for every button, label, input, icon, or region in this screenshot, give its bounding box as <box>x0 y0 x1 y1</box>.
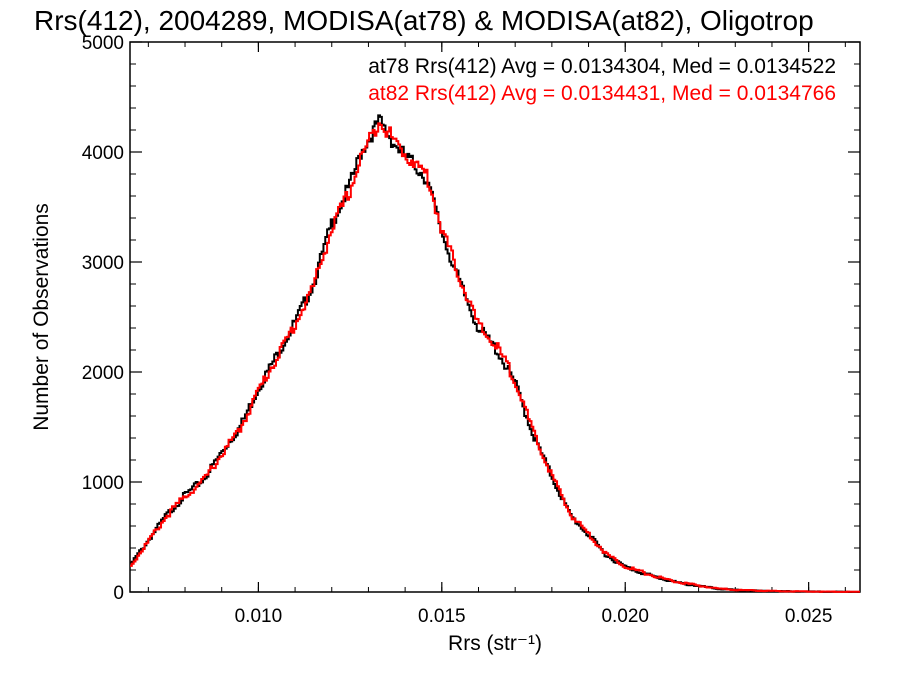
x-tick-label: 0.025 <box>785 606 833 627</box>
y-tick-label: 0 <box>113 583 124 604</box>
y-tick-label: 4000 <box>82 143 124 164</box>
y-axis: 0 1000 2000 3000 4000 5000 <box>82 33 860 604</box>
plot-border <box>129 41 861 593</box>
y-tick-label: 1000 <box>82 473 124 494</box>
annotation-at82: at82 Rrs(412) Avg = 0.0134431, Med = 0.0… <box>368 82 836 105</box>
plot-frame <box>129 41 861 593</box>
x-tick-label: 0.010 <box>235 606 283 627</box>
y-tick-label: 3000 <box>82 253 124 274</box>
x-tick-label: 0.020 <box>601 606 649 627</box>
y-tick-label: 2000 <box>82 363 124 384</box>
series-layer <box>130 114 860 593</box>
histogram-series-at82 <box>130 122 860 593</box>
y-tick-label: 5000 <box>82 33 124 54</box>
y-axis-label: Number of Observations <box>30 203 53 431</box>
chart-title: Rrs(412), 2004289, MODISA(at78) & MODISA… <box>34 5 814 36</box>
histogram-series-at78 <box>130 114 860 593</box>
annotation-at78: at78 Rrs(412) Avg = 0.0134304, Med = 0.0… <box>368 55 836 78</box>
x-axis-label: Rrs (str⁻¹) <box>448 632 542 655</box>
x-axis: 0.010 0.015 0.020 0.025 <box>147 42 846 627</box>
x-tick-label: 0.015 <box>418 606 466 627</box>
